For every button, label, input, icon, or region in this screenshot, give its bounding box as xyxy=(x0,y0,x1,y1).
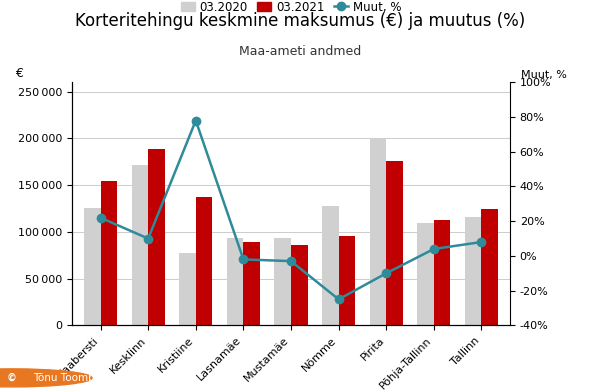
Text: Tõnu Toompark, ADAUR.EE: Tõnu Toompark, ADAUR.EE xyxy=(33,373,171,383)
Text: Muut, %: Muut, % xyxy=(521,70,567,80)
Bar xyxy=(244,242,260,325)
Bar xyxy=(386,161,403,325)
Bar xyxy=(465,217,481,325)
Bar xyxy=(148,149,165,325)
Text: €: € xyxy=(15,67,23,80)
Bar xyxy=(291,245,308,325)
Bar xyxy=(434,220,451,325)
Bar xyxy=(196,197,212,325)
Bar xyxy=(417,223,434,325)
Bar xyxy=(227,238,244,325)
Text: Maa-ameti andmed: Maa-ameti andmed xyxy=(239,45,361,58)
Bar xyxy=(338,236,355,325)
Bar xyxy=(370,138,386,325)
Bar xyxy=(481,209,498,325)
Bar xyxy=(274,238,291,325)
Bar xyxy=(101,181,117,325)
Bar xyxy=(131,165,148,325)
Bar xyxy=(179,253,196,325)
Legend: 03.2020, 03.2021, Muut, %: 03.2020, 03.2021, Muut, % xyxy=(176,0,406,18)
Text: Korteritehingu keskmine maksumus (€) ja muutus (%): Korteritehingu keskmine maksumus (€) ja … xyxy=(75,12,525,30)
Text: ©: © xyxy=(7,373,16,383)
Bar xyxy=(84,208,101,325)
Bar xyxy=(322,206,338,325)
Circle shape xyxy=(0,369,92,387)
